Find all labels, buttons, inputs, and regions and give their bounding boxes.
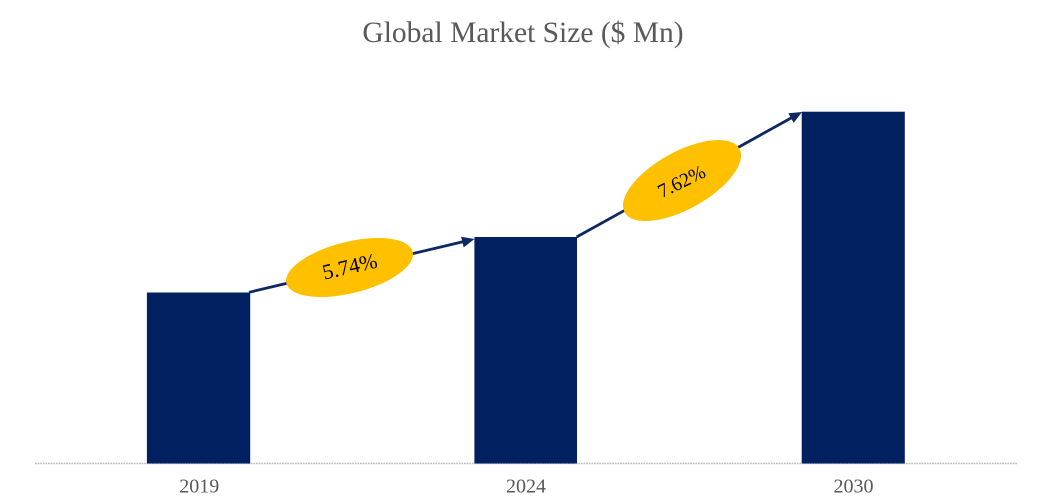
svg-text:2019: 2019	[179, 475, 219, 497]
svg-text:Global Market Size ($ Mn): Global Market Size ($ Mn)	[362, 17, 683, 49]
svg-text:2030: 2030	[834, 475, 874, 497]
svg-text:2024: 2024	[506, 475, 546, 497]
